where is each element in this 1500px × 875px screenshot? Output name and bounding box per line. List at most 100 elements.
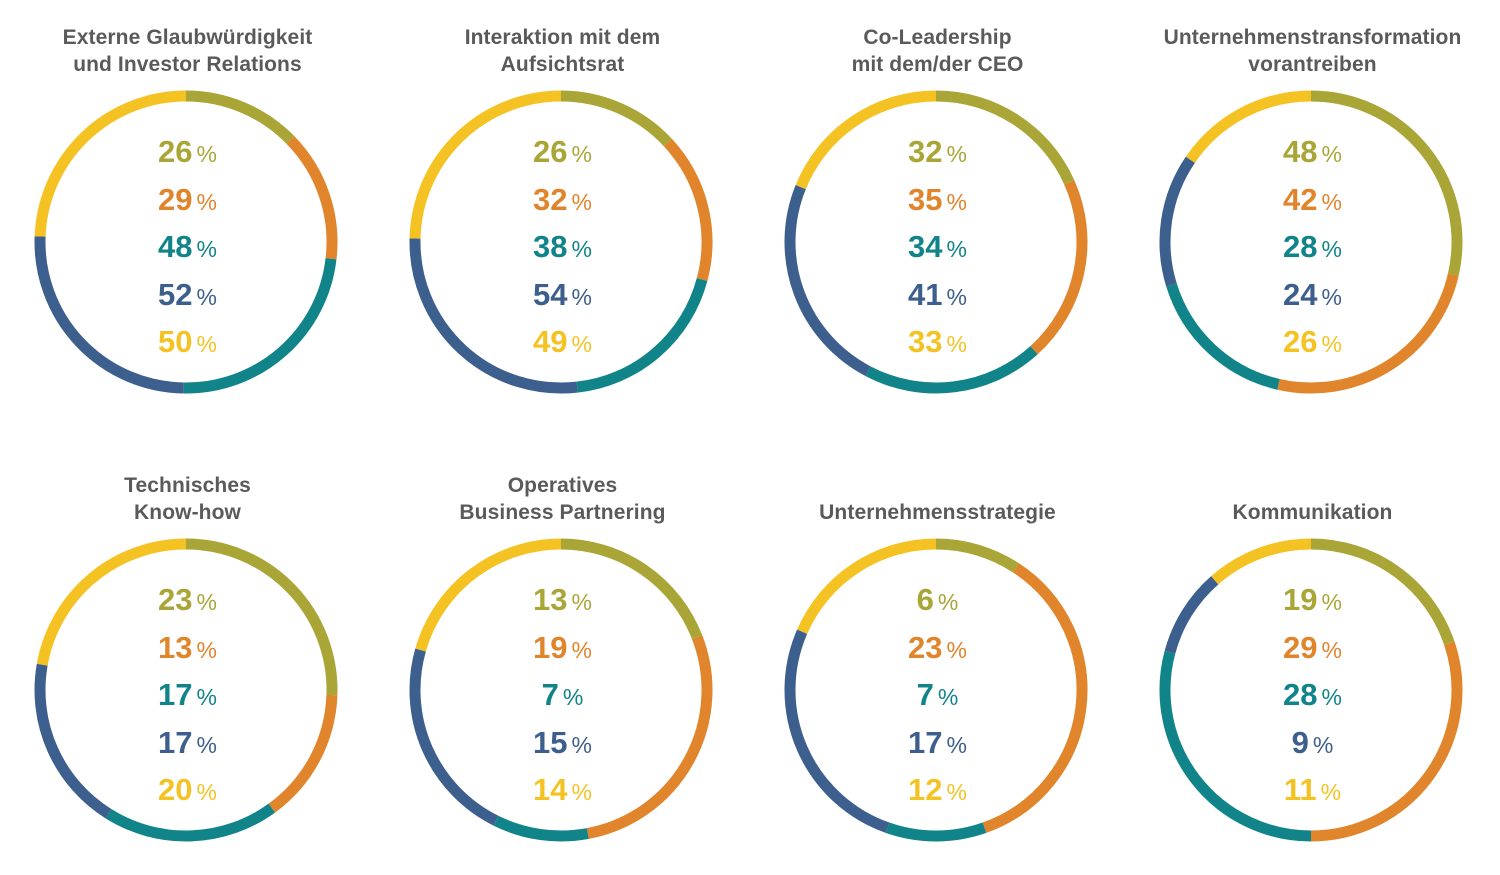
percent-sign: % bbox=[1321, 331, 1342, 357]
donut-segment bbox=[1159, 650, 1312, 842]
value-number: 7 bbox=[541, 677, 559, 712]
donut-segment bbox=[34, 90, 187, 237]
donut-segment bbox=[185, 538, 338, 696]
donut-segment bbox=[1310, 538, 1455, 645]
value-number: 24 bbox=[1283, 276, 1318, 312]
donut-segment bbox=[1164, 576, 1219, 654]
value-number: 49 bbox=[533, 324, 568, 359]
value-list: 48% 42% 28% 24% 26% bbox=[1125, 128, 1500, 366]
value-label: 17% bbox=[908, 719, 967, 767]
value-number: 29 bbox=[1283, 629, 1318, 665]
value-number: 11 bbox=[1283, 772, 1317, 807]
percent-sign: % bbox=[196, 684, 217, 710]
percent-sign: % bbox=[196, 636, 217, 663]
percent-sign: % bbox=[946, 236, 967, 262]
value-label: 50% bbox=[158, 318, 217, 366]
percent-sign: % bbox=[571, 731, 592, 758]
chart-title-line: vorantreiben bbox=[1248, 53, 1377, 76]
value-label: 14% bbox=[533, 766, 592, 814]
value-label: 48% bbox=[1283, 128, 1342, 176]
donut-segment bbox=[576, 278, 708, 393]
chart-title: Interaktion mit dem Aufsichtsrat bbox=[375, 24, 750, 78]
value-number: 32 bbox=[908, 134, 943, 169]
percent-sign: % bbox=[196, 283, 217, 310]
percent-sign: % bbox=[1321, 636, 1342, 663]
donut-segment bbox=[36, 538, 187, 666]
percent-sign: % bbox=[1321, 283, 1342, 310]
value-number: 20 bbox=[158, 772, 193, 807]
value-label: 29% bbox=[158, 176, 217, 224]
value-label: 33% bbox=[908, 318, 967, 366]
value-label: 54% bbox=[533, 271, 592, 319]
donut-segment bbox=[885, 822, 987, 842]
value-label: 19% bbox=[1283, 576, 1342, 624]
value-label: 23% bbox=[158, 576, 217, 624]
value-number: 19 bbox=[1283, 582, 1318, 617]
percent-sign: % bbox=[937, 684, 959, 710]
percent-sign: % bbox=[196, 141, 217, 167]
value-list: 32% 35% 34% 41% 33% bbox=[750, 128, 1125, 366]
percent-sign: % bbox=[1321, 684, 1342, 710]
value-number: 9 bbox=[1291, 724, 1309, 760]
donut-ring bbox=[784, 538, 1088, 842]
value-number: 13 bbox=[158, 629, 193, 665]
percent-sign: % bbox=[571, 636, 592, 663]
value-label: 12% bbox=[908, 766, 967, 814]
value-label: 7% bbox=[542, 671, 584, 719]
donut-segment bbox=[1030, 179, 1088, 355]
value-number: 41 bbox=[908, 276, 943, 312]
donut-segment bbox=[935, 538, 1020, 573]
value-number: 29 bbox=[158, 181, 193, 217]
chart-panel: Kommunikation 19% 29% 28% 9% 11% bbox=[1125, 448, 1500, 875]
value-number: 54 bbox=[533, 276, 568, 312]
value-label: 28% bbox=[1283, 223, 1342, 271]
value-number: 13 bbox=[533, 582, 568, 617]
chart-title-line: Know-how bbox=[134, 501, 241, 524]
value-label: 20% bbox=[158, 766, 217, 814]
donut-segment bbox=[797, 538, 937, 634]
value-label: 24% bbox=[1283, 271, 1342, 319]
value-number: 23 bbox=[158, 582, 193, 617]
percent-sign: % bbox=[196, 236, 217, 262]
value-number: 38 bbox=[533, 229, 568, 264]
donut-segment bbox=[935, 90, 1075, 185]
value-number: 26 bbox=[533, 134, 568, 169]
percent-sign: % bbox=[196, 188, 217, 215]
chart-title-line: Aufsichtsrat bbox=[500, 53, 625, 76]
chart-panel: Unternehmensstrategie 6% 23% 7% 17% 12% bbox=[750, 448, 1125, 875]
value-number: 33 bbox=[908, 324, 943, 359]
percent-sign: % bbox=[1312, 731, 1334, 758]
value-label: 9% bbox=[1292, 719, 1334, 767]
percent-sign: % bbox=[946, 779, 967, 805]
chart-panel: Operatives Business Partnering 13% 19% 7% 15%… bbox=[375, 448, 750, 875]
value-list: 19% 29% 28% 9% 11% bbox=[1125, 576, 1500, 814]
value-label: 19% bbox=[533, 624, 592, 672]
donut-segment bbox=[663, 138, 713, 282]
value-number: 17 bbox=[158, 677, 193, 712]
value-number: 14 bbox=[533, 772, 568, 807]
value-label: 52% bbox=[158, 271, 217, 319]
percent-sign: % bbox=[946, 331, 967, 357]
percent-sign: % bbox=[571, 779, 592, 805]
value-number: 26 bbox=[158, 134, 193, 169]
value-number: 28 bbox=[1283, 229, 1318, 264]
value-label: 35% bbox=[908, 176, 967, 224]
donut-ring bbox=[409, 538, 713, 842]
percent-sign: % bbox=[1320, 779, 1342, 805]
donut-segment bbox=[865, 346, 1038, 394]
chart-panel: Externe Glaubwürdigkeit und Investor Rela… bbox=[0, 0, 375, 448]
value-label: 26% bbox=[158, 128, 217, 176]
value-number: 34 bbox=[908, 229, 943, 264]
value-label: 17% bbox=[158, 671, 217, 719]
chart-panel: Technisches Know-how 23% 13% 17% 17% 20% bbox=[0, 448, 375, 875]
value-number: 42 bbox=[1283, 181, 1318, 217]
percent-sign: % bbox=[571, 236, 592, 262]
donut-segment bbox=[1277, 273, 1459, 394]
donut-segment bbox=[105, 803, 276, 842]
value-number: 52 bbox=[158, 276, 193, 312]
donut-ring bbox=[784, 90, 1088, 394]
percent-sign: % bbox=[571, 188, 592, 215]
value-list: 6% 23% 7% 17% 12% bbox=[750, 576, 1125, 814]
chart-title: Externe Glaubwürdigkeit und Investor Rela… bbox=[0, 24, 375, 78]
percent-sign: % bbox=[946, 283, 967, 310]
